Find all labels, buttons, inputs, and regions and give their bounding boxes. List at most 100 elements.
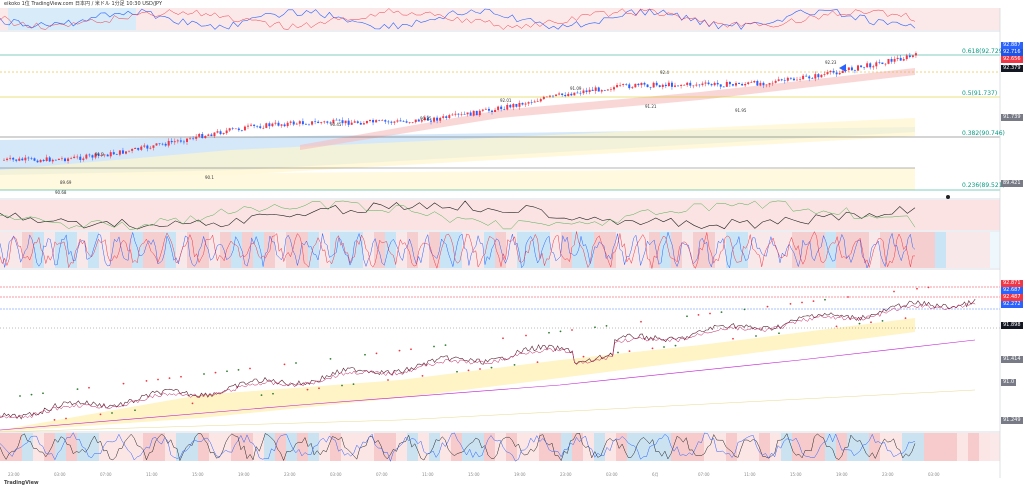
- osc-band: [385, 433, 396, 461]
- osc-band: [858, 433, 869, 461]
- osc-band: [209, 232, 220, 268]
- osc-band: [11, 232, 22, 268]
- candle-body: [268, 123, 271, 127]
- osc-band: [242, 433, 253, 461]
- signal-dot: [145, 379, 148, 382]
- osc-band: [803, 232, 814, 268]
- candle-body: [722, 86, 725, 88]
- signal-dot: [766, 305, 769, 308]
- osc-band: [704, 232, 715, 268]
- osc-band: [110, 433, 121, 461]
- osc-band: [506, 232, 517, 268]
- signal-dot: [467, 369, 470, 372]
- candle-body: [317, 121, 320, 124]
- candle-body: [335, 119, 338, 121]
- candle-body: [823, 74, 826, 75]
- candle-body: [619, 84, 622, 86]
- candle-body: [881, 62, 884, 65]
- candle-body: [182, 141, 185, 143]
- candle-body: [753, 80, 756, 83]
- candle-body: [271, 123, 274, 127]
- signal-dot: [42, 392, 44, 395]
- osc-band: [22, 232, 33, 268]
- osc-band: [946, 232, 957, 268]
- signal-dot: [582, 355, 585, 358]
- signal-dot: [594, 326, 596, 329]
- candle-body: [36, 160, 39, 163]
- candle-body: [137, 147, 140, 150]
- candle-body: [890, 59, 893, 62]
- osc-band: [627, 232, 638, 268]
- osc-band: [825, 232, 836, 268]
- osc-band: [473, 232, 484, 268]
- signal-dot: [490, 366, 493, 369]
- candle-body: [308, 124, 310, 126]
- osc-band: [649, 232, 660, 268]
- osc-band: [429, 433, 440, 461]
- candle-body: [728, 81, 731, 85]
- osc-band: [99, 232, 110, 268]
- candle-body: [509, 104, 512, 108]
- osc-band: [924, 232, 935, 268]
- candle-body: [125, 151, 127, 154]
- osc-band: [121, 433, 132, 461]
- candle-body: [152, 145, 155, 148]
- osc-band: [495, 232, 506, 268]
- candle-body: [808, 76, 811, 79]
- candle-body: [573, 92, 576, 96]
- candle-body: [539, 99, 542, 102]
- osc-band: [704, 433, 715, 461]
- candle-body: [378, 120, 381, 121]
- osc-band: [836, 433, 847, 461]
- osc-band: [528, 232, 539, 268]
- candle-body: [695, 84, 698, 86]
- candle-body: [500, 106, 503, 110]
- osc-band: [275, 232, 286, 268]
- candle-body: [454, 113, 457, 115]
- signal-dot: [709, 312, 711, 315]
- candle-body: [128, 150, 131, 152]
- candle-body: [320, 122, 323, 124]
- candle-body: [719, 84, 722, 87]
- candle-body: [530, 102, 533, 103]
- osc-band: [781, 433, 792, 461]
- time-axis-label: 07:00: [698, 472, 710, 477]
- osc-band: [451, 433, 462, 461]
- signal-dot: [203, 373, 205, 375]
- candle-body: [683, 84, 686, 86]
- candle-body: [768, 83, 771, 85]
- signal-dot: [663, 346, 665, 348]
- osc-band: [517, 433, 528, 461]
- candle-body: [204, 135, 207, 139]
- candle-body: [439, 117, 442, 121]
- signal-dot: [628, 350, 631, 353]
- candle-body: [548, 95, 551, 97]
- osc-band: [297, 433, 308, 461]
- candle-body: [344, 120, 347, 124]
- signal-dot: [398, 349, 401, 352]
- candle-body: [164, 143, 167, 146]
- candle-body: [847, 67, 850, 70]
- candle-body: [853, 70, 856, 71]
- signal-dot: [548, 331, 550, 334]
- osc-band: [198, 232, 209, 268]
- signal-dot: [237, 368, 240, 371]
- time-axis-label: 15:00: [468, 472, 480, 477]
- osc-band: [330, 433, 341, 461]
- osc-band: [572, 433, 583, 461]
- osc-band: [253, 232, 264, 268]
- signal-dot: [260, 394, 263, 397]
- osc-line: [0, 200, 916, 230]
- osc-band: [616, 232, 627, 268]
- osc-band: [759, 433, 770, 461]
- candle-body: [911, 55, 914, 57]
- candle-body: [414, 119, 417, 123]
- osc-band: [935, 433, 946, 461]
- candle-body: [503, 109, 506, 110]
- candle-body: [91, 155, 94, 158]
- price-annotation: 91.21: [645, 104, 657, 109]
- price-tag: 92.716: [1001, 49, 1023, 56]
- osc-band: [220, 433, 231, 461]
- time-axis-label: 03:00: [330, 472, 342, 477]
